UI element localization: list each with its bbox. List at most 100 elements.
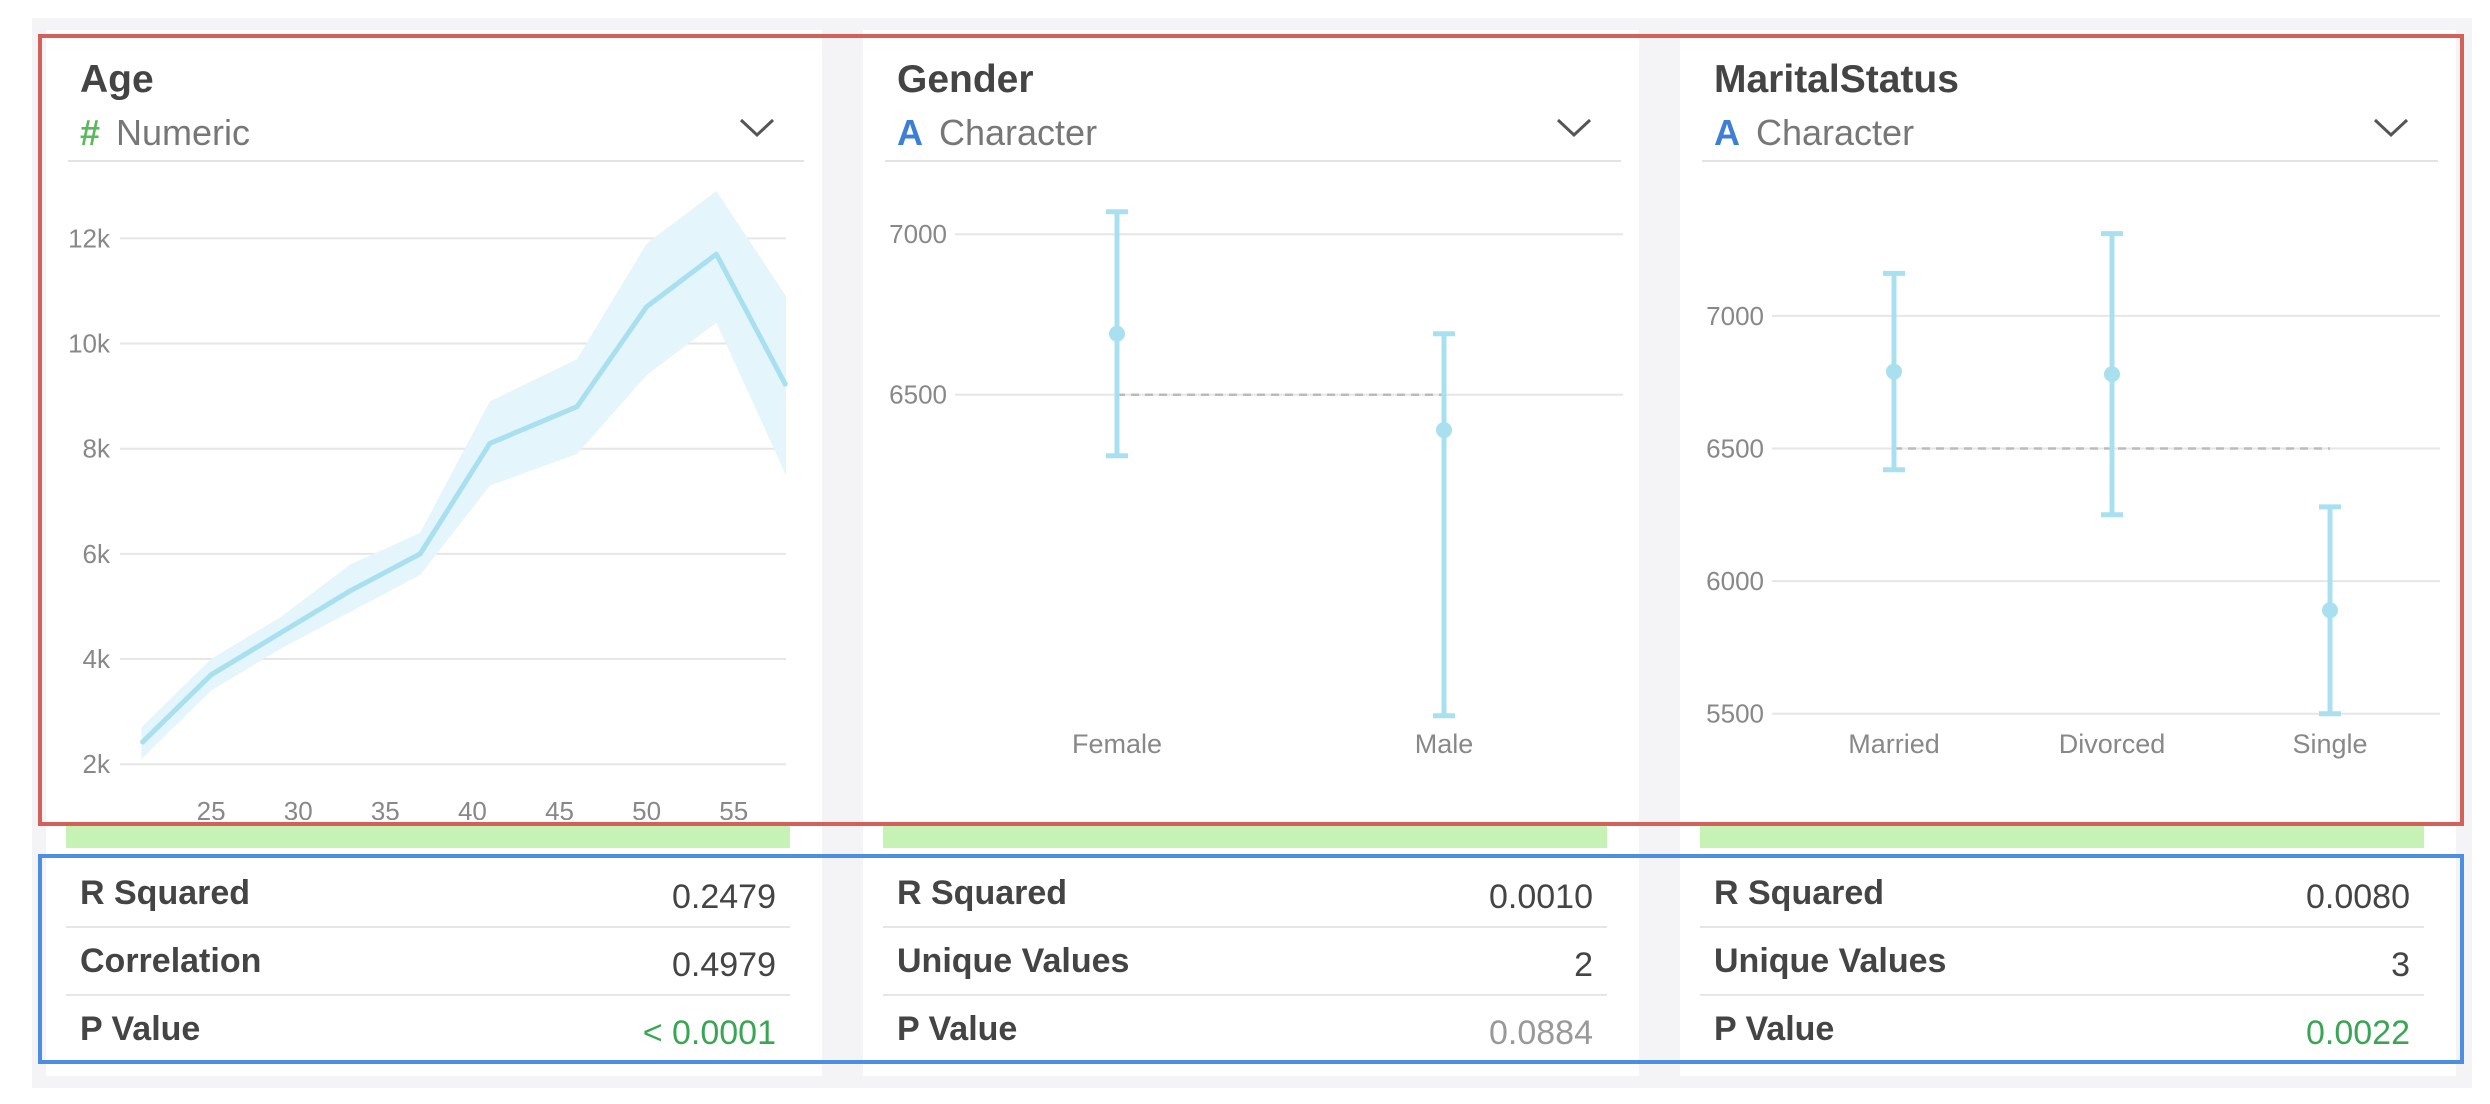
hash-icon: # [80,112,101,153]
stat-row: Unique Values 3 [1700,928,2424,996]
stat-label: P Value [897,1010,1018,1048]
data-point [715,253,718,256]
stat-label: R Squared [1714,874,1885,912]
card-header[interactable]: Age # Numeric [46,30,822,160]
mean-point [1886,363,1902,380]
header-divider [885,160,1621,162]
stat-value: 2 [1574,946,1593,984]
stats-table: R Squared 0.0080 Unique Values 3 P Value 0.… [1700,860,2424,1062]
y-tick-label: 10k [68,329,111,359]
variable-title: Gender [897,58,1034,101]
data-point [419,552,422,555]
highlight-bar [1700,826,2424,848]
data-point [785,384,787,387]
y-tick-label: 6000 [1706,566,1764,596]
variable-type-label: Numeric [116,112,251,153]
y-tick-label: 6500 [889,380,947,410]
stat-row: R Squared 0.0010 [883,860,1607,928]
y-tick-label: 5500 [1706,699,1764,729]
y-tick-label: 2k [83,749,111,779]
data-point [140,742,143,745]
variable-card-age: Age # Numeric 2k 4k 6k 8k 10k 12k 25 30 35 40 45 50 5… [46,30,822,1076]
data-point [210,673,213,676]
stat-label: R Squared [897,874,1068,912]
stat-row: R Squared 0.0080 [1700,860,2424,928]
stat-value: 0.0010 [1489,878,1593,916]
stat-row: P Value 0.0022 [1700,996,2424,1062]
stat-label: P Value [1714,1010,1835,1048]
maritalstatus-errorbar-chart: 5500 6000 6500 7000 Married Divorced Single [1706,231,2440,759]
letter-a-icon: A [1714,112,1740,153]
p-value: 0.0022 [2306,1014,2410,1052]
x-tick-label: 35 [371,796,400,820]
mean-point [1109,325,1125,342]
data-point [279,631,282,634]
card-header[interactable]: Gender A Character [863,30,1639,160]
stat-label: Correlation [80,942,262,980]
header-divider [68,160,804,162]
highlight-bar [66,826,790,848]
header-divider [1702,160,2438,162]
stats-table: R Squared 0.0010 Unique Values 2 P Value 0.… [883,860,1607,1062]
category-label: Single [2292,729,2367,759]
x-tick-label: 55 [719,796,748,820]
stat-row: P Value < 0.0001 [66,996,790,1062]
variable-type: A Character [897,112,1097,154]
x-tick-label: 25 [197,796,226,820]
y-tick-label: 6500 [1706,433,1764,463]
variable-type: A Character [1714,112,1914,154]
highlight-bar [883,826,1607,848]
stat-label: Unique Values [897,942,1130,980]
mean-point [2104,366,2120,383]
chevron-down-icon[interactable] [738,116,776,138]
y-tick-label: 7000 [1706,301,1764,331]
stat-row: Unique Values 2 [883,928,1607,996]
variable-title: MaritalStatus [1714,58,1959,101]
stat-row: Correlation 0.4979 [66,928,790,996]
x-tick-label: 40 [458,796,487,820]
stat-row: P Value 0.0884 [883,996,1607,1062]
stat-row: R Squared 0.2479 [66,860,790,928]
mean-point [1436,422,1452,439]
letter-a-icon: A [897,112,923,153]
category-label: Male [1415,729,1474,759]
stat-label: R Squared [80,874,251,912]
data-point [488,442,491,445]
stat-label: P Value [80,1010,201,1048]
variable-card-maritalstatus: MaritalStatus A Character 5500 6000 6500 700… [1680,30,2456,1076]
stats-table: R Squared 0.2479 Correlation 0.4979 P Valu… [66,860,790,1062]
y-tick-label: 4k [83,644,111,674]
p-value: 0.0884 [1489,1014,1593,1052]
age-line-chart: 2k 4k 6k 8k 10k 12k 25 30 35 40 45 50 55 [68,191,789,820]
stat-value: 0.2479 [672,878,776,916]
data-point [349,589,352,592]
y-tick-label: 7000 [889,219,947,249]
variable-title: Age [80,58,154,101]
y-tick-label: 12k [68,223,111,253]
y-tick-label: 6k [83,539,111,569]
category-label: Divorced [2059,729,2166,759]
stat-value: 3 [2391,946,2410,984]
x-tick-label: 30 [284,796,313,820]
data-point [575,405,578,408]
y-tick-label: 8k [83,434,111,464]
stat-value: 0.4979 [672,946,776,984]
variable-card-gender: Gender A Character 6500 7000 Female Male R S… [863,30,1639,1076]
chevron-down-icon[interactable] [1555,116,1593,138]
x-tick-label: 45 [545,796,574,820]
stat-value: 0.0080 [2306,878,2410,916]
stat-label: Unique Values [1714,942,1947,980]
category-label: Married [1848,729,1940,759]
series-line [139,251,789,745]
data-point [645,305,648,308]
x-tick-label: 50 [632,796,661,820]
card-header[interactable]: MaritalStatus A Character [1680,30,2456,160]
category-label: Female [1072,729,1162,759]
mean-point [2322,602,2338,619]
variable-type: # Numeric [80,112,250,154]
gender-errorbar-chart: 6500 7000 Female Male [889,209,1623,759]
variable-type-label: Character [1756,112,1915,153]
p-value: < 0.0001 [642,1014,776,1052]
chevron-down-icon[interactable] [2372,116,2410,138]
variable-type-label: Character [939,112,1098,153]
